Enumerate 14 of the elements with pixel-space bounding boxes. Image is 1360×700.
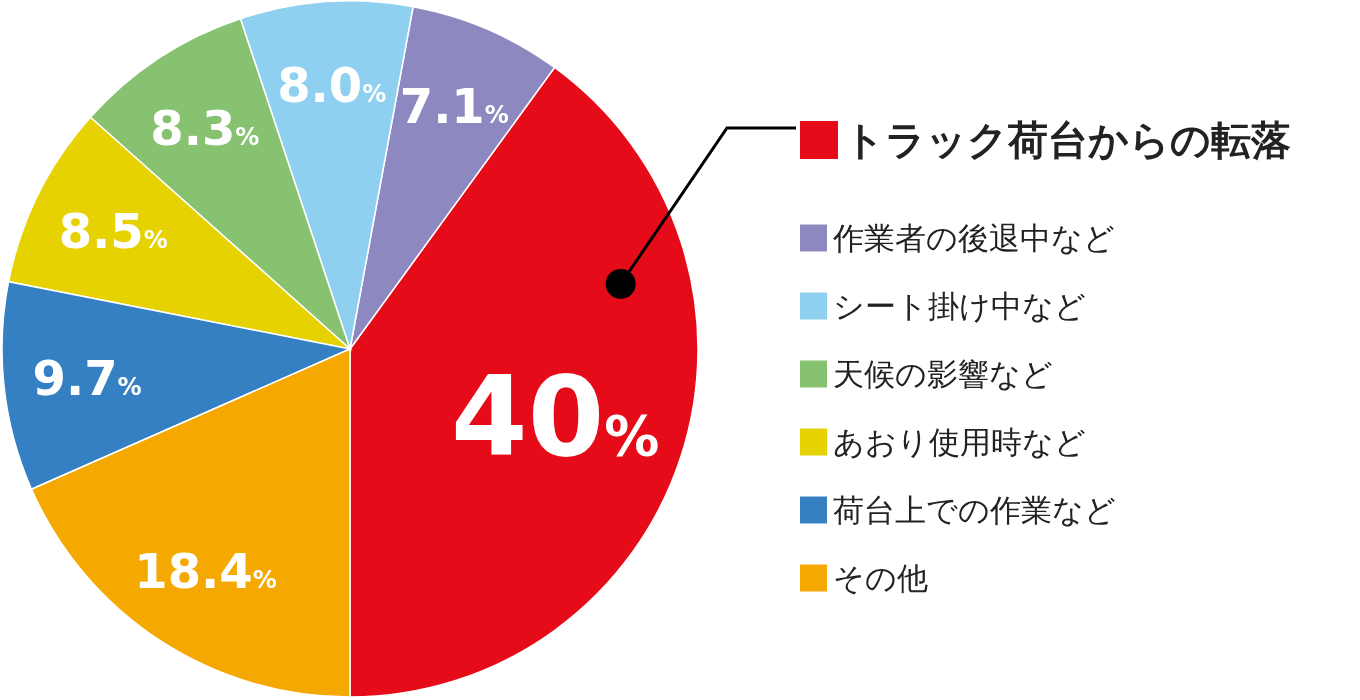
legend-label: シート掛け中など bbox=[833, 288, 1086, 324]
data-label: 9.7% bbox=[32, 350, 142, 407]
legend-label: トラック荷台からの転落 bbox=[844, 117, 1291, 163]
legend-label: 作業者の後退中など bbox=[832, 220, 1115, 256]
data-label: 8.5% bbox=[58, 203, 168, 260]
data-label: 18.4% bbox=[134, 542, 277, 599]
data-label: 40% bbox=[451, 353, 660, 482]
legend-label: 荷台上での作業など bbox=[833, 492, 1116, 528]
legend-label: その他 bbox=[833, 560, 928, 596]
legend-label: 天候の影響など bbox=[833, 356, 1053, 392]
data-label: 8.0% bbox=[277, 57, 387, 114]
data-label: 8.3% bbox=[150, 100, 260, 157]
legend-label: あおり使用時など bbox=[833, 424, 1086, 460]
data-label: 7.1% bbox=[399, 78, 509, 135]
